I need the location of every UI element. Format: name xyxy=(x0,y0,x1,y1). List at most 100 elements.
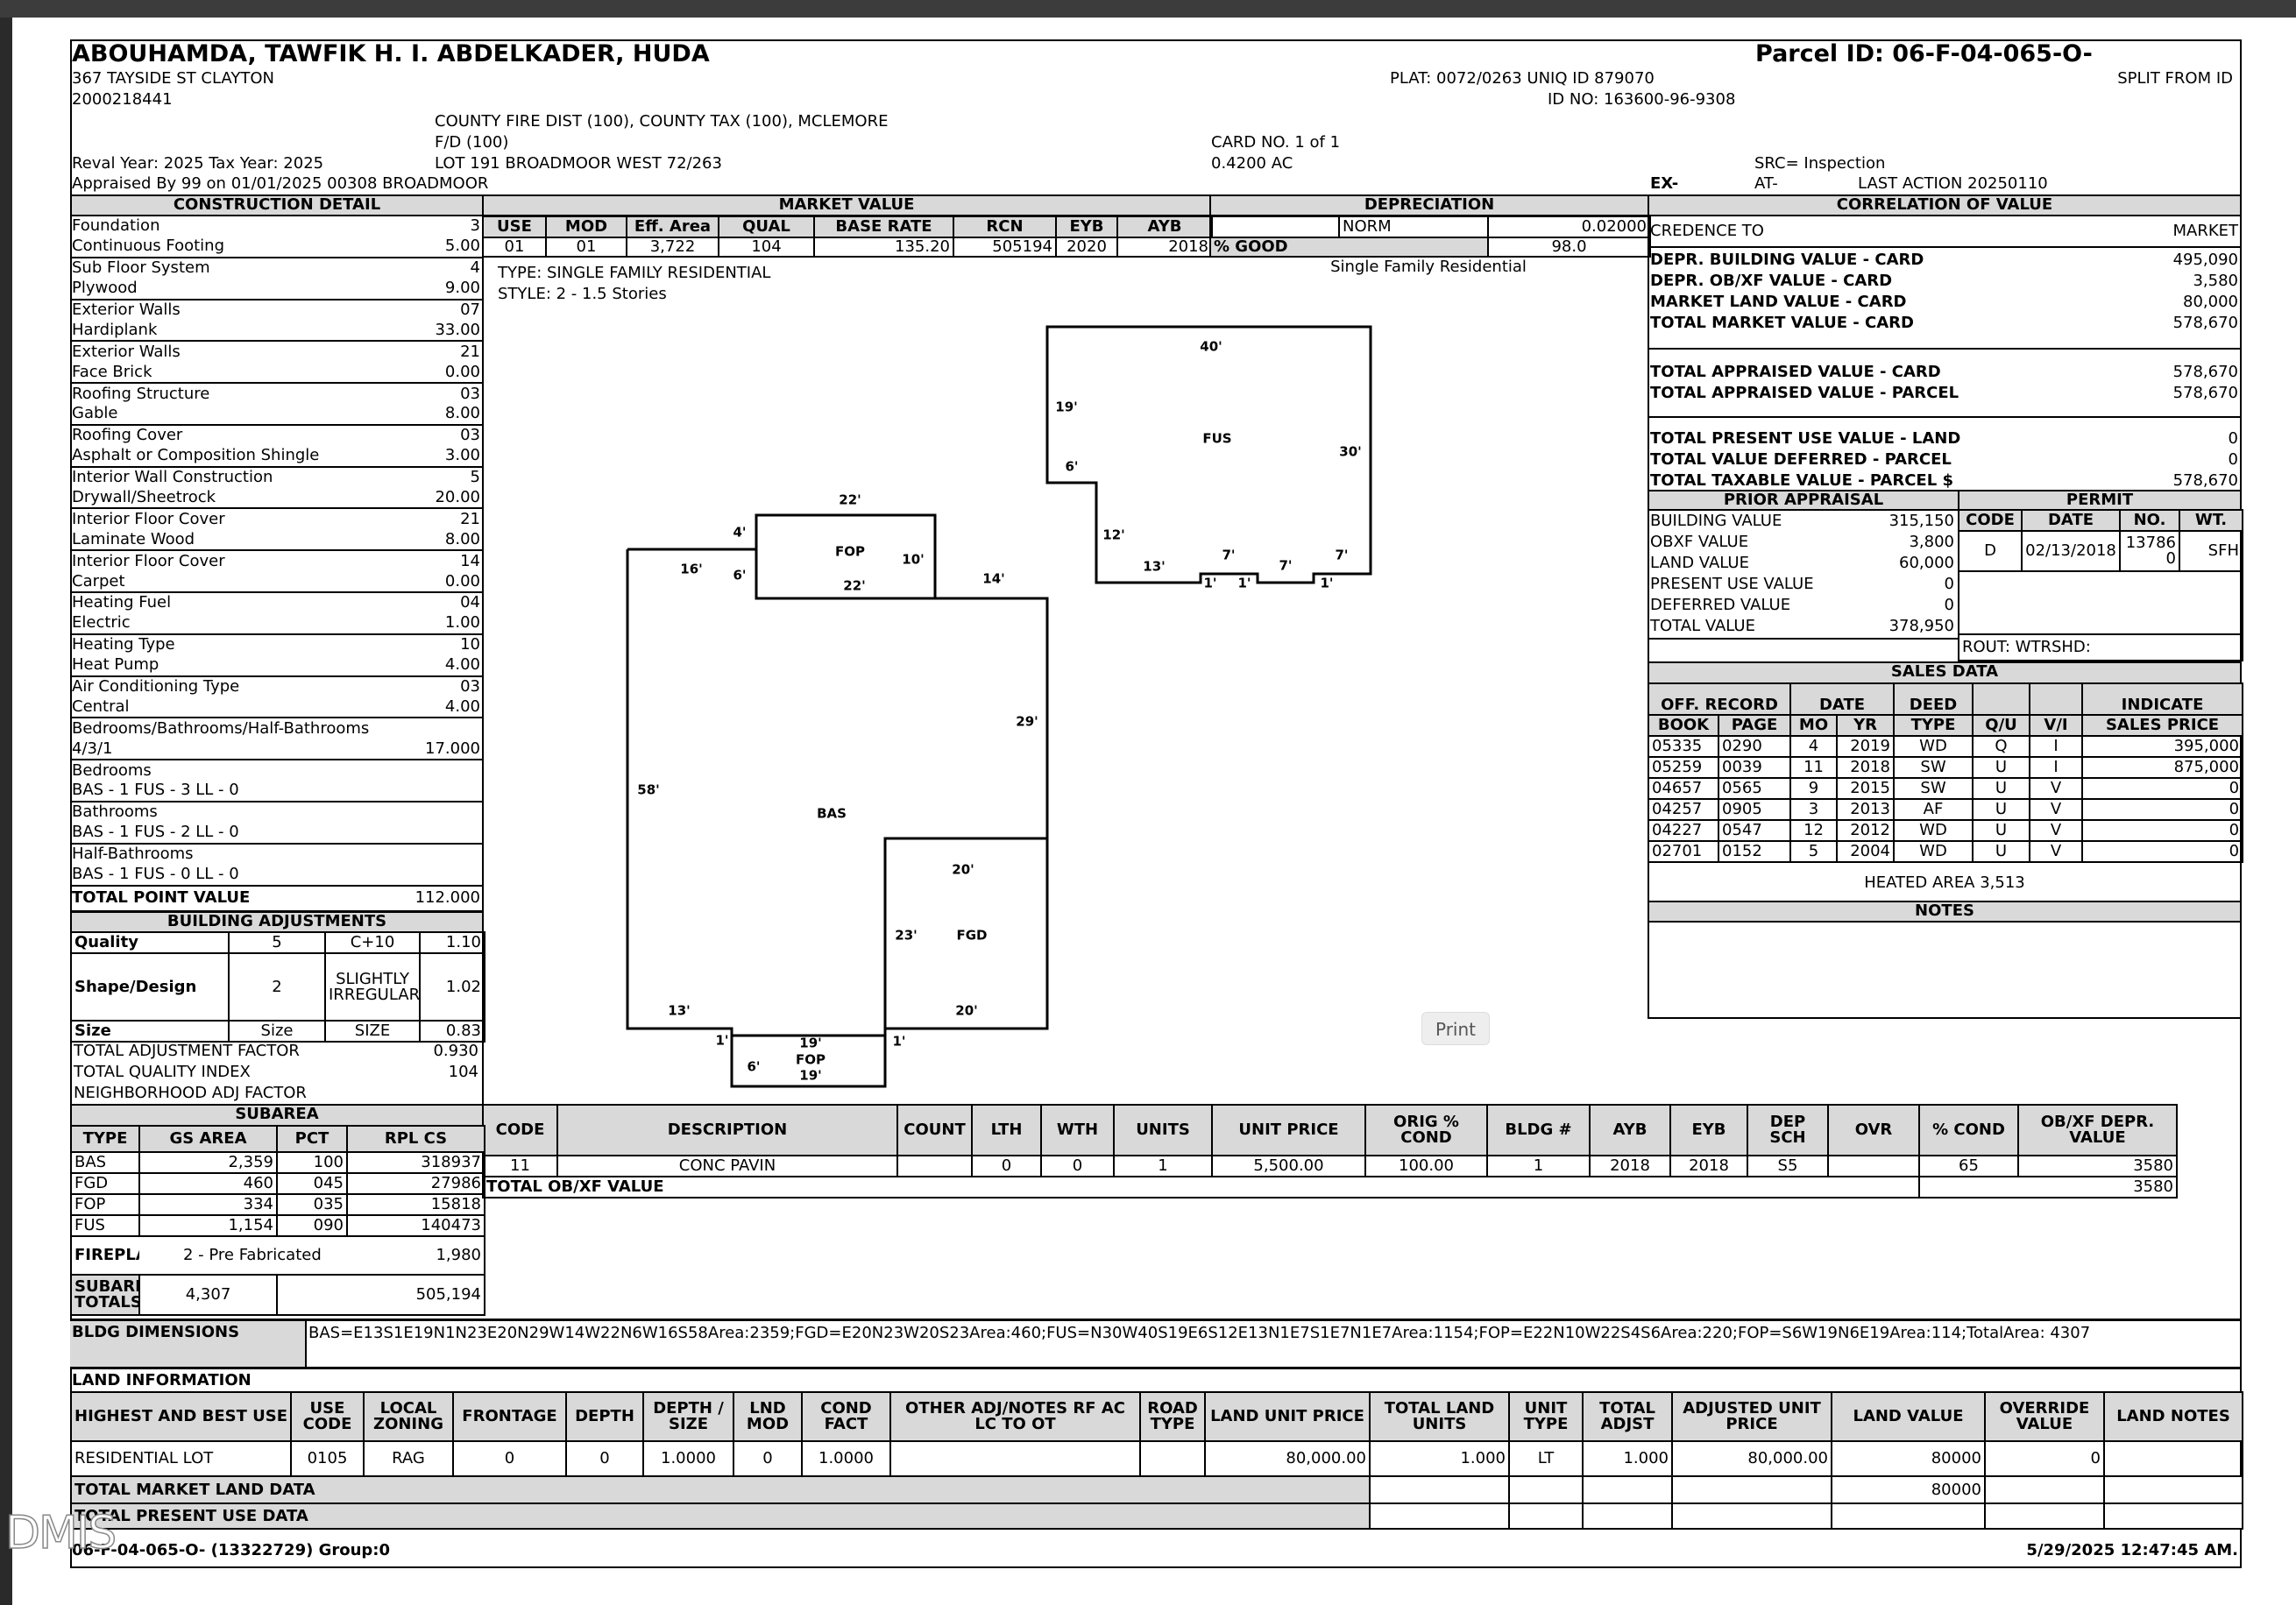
id-number: ID NO: 163600-96-9308 xyxy=(1548,90,1736,109)
obxf-header-7: ORIG % COND xyxy=(1364,1104,1488,1156)
construction-value: 10 xyxy=(460,635,480,654)
subarea-cell-2: 035 xyxy=(276,1193,348,1216)
sketch-label: 29' xyxy=(1016,714,1038,730)
sales-cell-1: 0905 xyxy=(1717,798,1792,821)
land-cell-15: 80000 xyxy=(1831,1440,1986,1477)
construction-row: Heating Fuel 04 xyxy=(70,592,482,613)
subarea-totals-value: 505,194 xyxy=(276,1274,485,1316)
land-header-13: TOTAL ADJST xyxy=(1582,1391,1673,1442)
prior-value: 3,800 xyxy=(1909,533,1954,551)
correlation-label: DEPR. OB/XF VALUE - CARD xyxy=(1650,272,1893,290)
land-header-7: COND FACT xyxy=(801,1391,891,1442)
subarea-cell-0: FGD xyxy=(70,1172,140,1195)
construction-row: Exterior Walls 07 xyxy=(70,300,482,321)
adjustment-cell-1: 2 xyxy=(228,952,326,1022)
sales-cell-4: SW xyxy=(1893,777,1974,800)
sales-cell-2: 4 xyxy=(1789,735,1839,758)
sketch-label: 19' xyxy=(799,1068,821,1084)
sales-cell-4: AF xyxy=(1893,798,1974,821)
depreciation-description: Single Family Residential xyxy=(1330,258,1527,276)
construction-label: Laminate Wood xyxy=(70,529,412,552)
subarea-cell-1: 334 xyxy=(138,1193,278,1216)
top-bar xyxy=(0,0,2296,18)
construction-label: Hardiplank xyxy=(70,320,412,343)
land-cell-4: 0 xyxy=(565,1440,644,1477)
land-cell-10: 80,000.00 xyxy=(1204,1440,1371,1477)
notes-header: NOTES xyxy=(1648,901,2242,923)
adjustment-cell-1: Size xyxy=(228,1020,326,1043)
obxf-table: CODE DESCRIPTION COUNT LTH WTH UNITS UNIT PRIC… xyxy=(482,1104,2178,1198)
tax-districts-2: F/D (100) xyxy=(435,133,509,152)
sales-cell-4: WD xyxy=(1893,819,1974,842)
indicate-header: INDICATE xyxy=(2081,682,2244,715)
last-action: LAST ACTION 20250110 xyxy=(1858,174,2048,193)
adjustment-total-row: TOTAL QUALITY INDEX 104 xyxy=(70,1062,482,1083)
sales-cell-0: 04657 xyxy=(1648,777,1719,800)
permit-header: PERMIT xyxy=(1958,490,2242,511)
obxf-total-label: TOTAL OB/XF VALUE xyxy=(482,1176,1920,1198)
sketch-label: 19' xyxy=(1055,399,1077,415)
sales-cell-5: U xyxy=(1972,756,2031,779)
subarea-cell-3: 318937 xyxy=(346,1151,485,1174)
source: SRC= Inspection xyxy=(1754,154,1886,173)
adjustment-total-label: NEIGHBORHOOD ADJ FACTOR xyxy=(74,1084,307,1102)
permit-table: CODE DATE NO. WT. D 02/13/2018 137860 SFH ROUT… xyxy=(1958,509,2243,661)
land-cell-8 xyxy=(889,1440,1141,1477)
land-header-5: DEPTH / SIZE xyxy=(642,1391,734,1442)
construction-row: Gable 8.00 xyxy=(70,404,482,426)
sales-cell-5: U xyxy=(1972,777,2031,800)
subarea-totals-area: 4,307 xyxy=(138,1274,278,1316)
sales-cell-7: 0 xyxy=(2081,819,2244,842)
building-style: STYLE: 2 - 1.5 Stories xyxy=(498,285,667,303)
subarea-header: SUBAREA xyxy=(70,1104,484,1127)
construction-detail-table: Foundation 3 Continuous Footing 5.00 Sub Flo… xyxy=(70,216,482,912)
sales-header-6: V/I xyxy=(2029,714,2084,737)
dmis-watermark: DMIS xyxy=(4,1506,117,1560)
sales-row: 05259 0039 11 2018 SW U I 875,000 xyxy=(1648,756,2244,779)
land-cell-5: 1.0000 xyxy=(642,1440,734,1477)
sales-header-1: PAGE xyxy=(1717,714,1792,737)
market-header-7: AYB xyxy=(1116,216,1213,238)
subarea-cell-1: 2,359 xyxy=(138,1151,278,1174)
correlation-value: 3,580 xyxy=(2193,272,2238,290)
market-value-3: 104 xyxy=(718,237,815,258)
land-cell-6: 0 xyxy=(733,1440,803,1477)
obxf-cell-2 xyxy=(896,1155,973,1177)
land-table: HIGHEST AND BEST USE USE CODE LOCAL ZONING… xyxy=(70,1391,2243,1530)
construction-value: 3 xyxy=(470,216,480,235)
correlation-label: TOTAL MARKET VALUE - CARD xyxy=(1650,314,1914,332)
reval-year: Reval Year: 2025 Tax Year: 2025 xyxy=(72,154,324,173)
print-button[interactable]: Print xyxy=(1421,1012,1490,1045)
market-header-6: EYB xyxy=(1055,216,1118,238)
construction-label: Continuous Footing xyxy=(70,236,412,258)
tax-districts: COUNTY FIRE DIST (100), COUNTY TAX (100)… xyxy=(435,112,889,131)
construction-value: 03 xyxy=(460,384,480,403)
property-address: 367 TAYSIDE ST CLAYTON xyxy=(72,69,274,88)
at-code: AT- xyxy=(1754,174,1778,193)
construction-row: Laminate Wood 8.00 xyxy=(70,529,482,552)
construction-row: Electric 1.00 xyxy=(70,612,482,635)
construction-row: BAS - 1 FUS - 0 LL - 0 xyxy=(70,864,482,887)
land-cell-1: 0105 xyxy=(290,1440,365,1477)
sketch-label: 22' xyxy=(843,578,865,594)
sales-cell-2: 11 xyxy=(1789,756,1839,779)
correlation-value: 578,670 xyxy=(2172,471,2238,490)
sales-cell-6: I xyxy=(2029,735,2084,758)
sketch-label: 23' xyxy=(895,928,917,944)
obxf-cell-12 xyxy=(1827,1155,1920,1177)
obxf-header-9: AYB xyxy=(1589,1104,1671,1156)
construction-label: Half-Bathrooms xyxy=(72,845,194,864)
sales-cell-0: 05259 xyxy=(1648,756,1719,779)
subarea-row: BAS 2,359 100 318937 xyxy=(70,1151,485,1174)
obxf-header-13: % COND xyxy=(1918,1104,2019,1156)
prior-label: PRESENT USE VALUE xyxy=(1650,575,1814,593)
permit-cell-3: SFH xyxy=(2179,530,2243,572)
construction-value: 5 xyxy=(470,468,480,487)
construction-value: 3.00 xyxy=(412,445,482,468)
heated-area: HEATED AREA 3,513 xyxy=(1864,873,2025,892)
adjustment-cell-2: SLIGHTLY IRREGULAR xyxy=(324,952,421,1022)
adjustment-total-value: 0.930 xyxy=(433,1042,478,1060)
sales-cell-5: U xyxy=(1972,819,2031,842)
adjustment-cell-2: SIZE xyxy=(324,1020,421,1043)
